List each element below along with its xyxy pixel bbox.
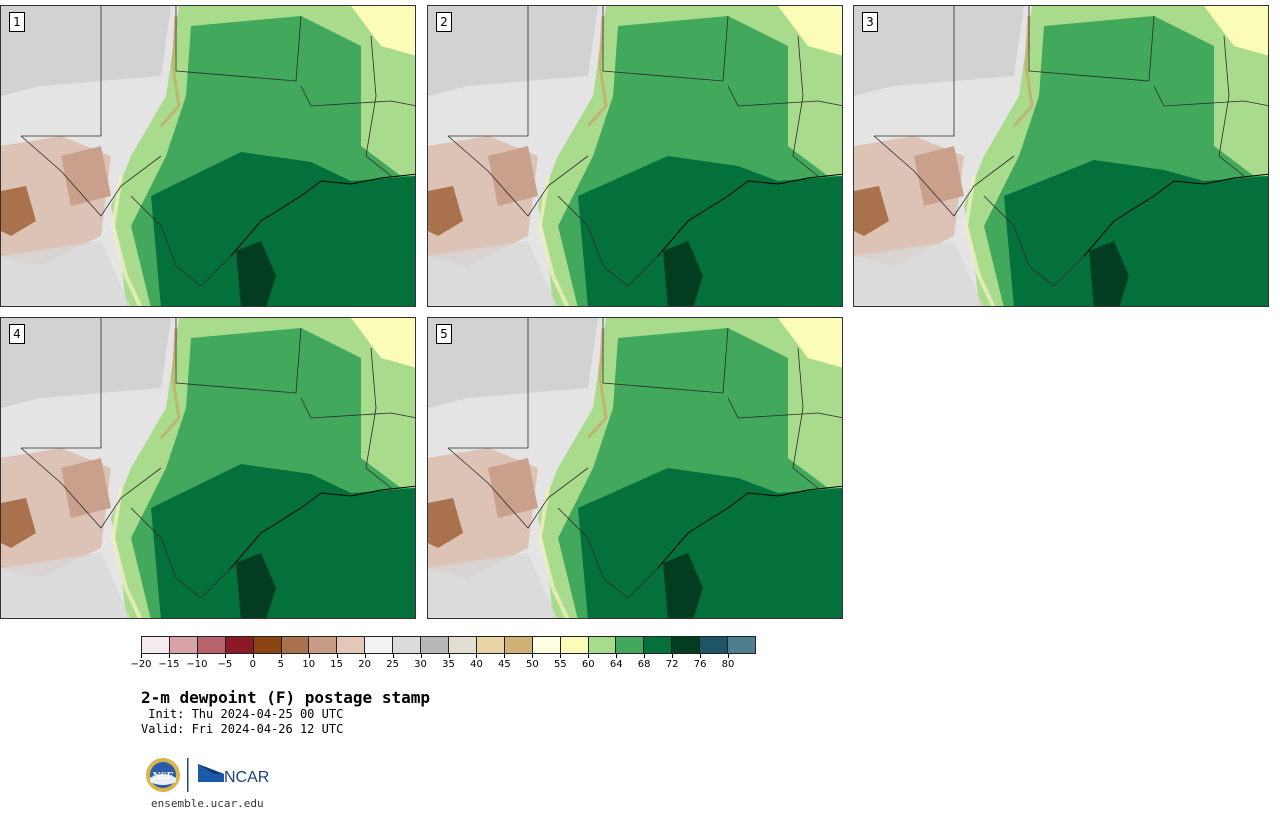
ensemble-member-panel-2: 2 [427,5,843,307]
ensemble-member-panel-5: 5 [427,317,843,619]
colorbar-tick-mark [168,654,170,658]
member-number-label: 3 [862,12,878,32]
colorbar-tick-mark [364,654,366,658]
ensemble-member-panel-1: 1 [0,5,416,307]
colorbar-tick-mark [700,654,702,658]
colorbar-tick-label: 64 [609,659,623,670]
dewpoint-map [428,318,842,618]
colorbar-tick-label: 5 [277,659,284,670]
colorbar-swatch [476,637,505,653]
colorbar-tick-mark [644,654,646,658]
colorbar-swatch [560,637,589,653]
colorbar-swatch [644,637,673,653]
member-number-label: 2 [436,12,452,32]
colorbar-swatch [365,637,394,653]
member-number-label: 1 [9,12,25,32]
colorbar-swatch [672,637,701,653]
colorbar-swatch [197,637,226,653]
colorbar-tick-label: 35 [442,659,455,670]
colorbar-tick-label: 10 [302,659,316,670]
colorbar-swatch [700,637,729,653]
init-time: Init: Thu 2024-04-25 00 UTC [141,707,344,721]
colorbar-tick-label: 45 [498,659,511,670]
nsf-logo: NSF [146,758,180,792]
colorbar-tick-mark [420,654,422,658]
ncar-logo-text: NCAR [224,769,269,786]
colorbar-tick-label: 60 [581,659,595,670]
colorbar-swatch [532,637,561,653]
colorbar-tick-label: −10 [186,659,208,670]
colorbar-tick-label: 40 [470,659,483,670]
colorbar-tick-label: 68 [637,659,651,670]
colorbar-swatch [142,637,170,653]
colorbar-swatch [616,637,645,653]
colorbar-tick-label: 30 [414,659,427,670]
colorbar-tick-label: 76 [693,659,707,670]
member-number-label: 5 [436,324,452,344]
colorbar-tick-label: 55 [553,659,567,670]
dewpoint-map [854,6,1268,306]
colorbar-swatch [309,637,338,653]
ensemble-member-panel-4: 4 [0,317,416,619]
dewpoint-map [428,6,842,306]
ncar-logo: NCAR [198,764,269,786]
colorbar-tick-mark [280,654,282,658]
colorbar-tick-mark [672,654,674,658]
dewpoint-colorbar [141,636,756,654]
colorbar-tick-mark [448,654,450,658]
colorbar-tick-label: −20 [130,659,152,670]
colorbar-tick-label: 72 [665,659,679,670]
ensemble-member-panel-3: 3 [853,5,1269,307]
site-url: ensemble.ucar.edu [151,797,264,810]
plot-title: 2-m dewpoint (F) postage stamp [141,688,430,707]
colorbar-tick-mark [588,654,590,658]
colorbar-ticks: −20 −15 −10 −5 0 5 10 15 20 25 30 35 40 45 50 55 60 64 68 7… [130,654,756,674]
colorbar-swatch [337,637,366,653]
colorbar-swatch [169,637,198,653]
dewpoint-map [1,6,415,306]
colorbar-swatch [504,637,533,653]
colorbar-swatch [393,637,422,653]
colorbar-tick-mark [504,654,506,658]
logo-group: NSF NCAR [144,756,274,794]
colorbar-swatch [448,637,477,653]
colorbar-swatch [421,637,449,653]
colorbar-swatch [225,637,254,653]
colorbar-tick-mark [532,654,534,658]
colorbar-swatch [728,637,755,653]
colorbar-tick-label: −5 [217,659,233,670]
colorbar-tick-label: 80 [721,659,735,670]
colorbar-tick-mark [728,654,730,658]
colorbar-tick-label: 15 [330,659,344,670]
colorbar-tick-label: 0 [249,659,256,670]
colorbar-swatch [588,637,617,653]
colorbar-tick-mark [252,654,254,658]
colorbar-tick-label: 25 [386,659,399,670]
colorbar-tick-label: −15 [158,659,180,670]
colorbar-tick-mark [224,654,226,658]
colorbar-tick-mark [616,654,618,658]
colorbar-swatch [281,637,310,653]
colorbar-tick-mark [476,654,478,658]
colorbar-swatch [253,637,282,653]
colorbar-tick-mark [336,654,338,658]
colorbar-tick-mark [141,654,142,658]
valid-time: Valid: Fri 2024-04-26 12 UTC [141,722,344,736]
nsf-logo-text: NSF [153,770,174,782]
colorbar-tick-label: 20 [358,659,371,670]
colorbar-tick-mark [308,654,310,658]
colorbar-tick-mark [392,654,394,658]
member-number-label: 4 [9,324,25,344]
colorbar-tick-label: 50 [525,659,539,670]
colorbar-tick-mark [196,654,198,658]
colorbar-tick-mark [560,654,562,658]
dewpoint-map [1,318,415,618]
